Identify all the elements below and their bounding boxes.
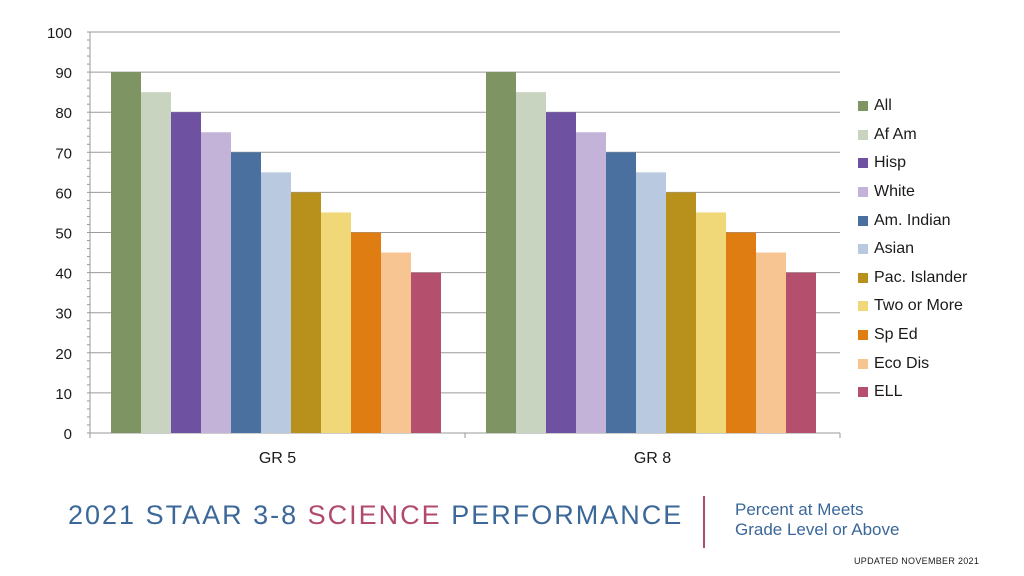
bar-hisp-gr-8	[546, 112, 576, 433]
bar-asian-gr-8	[636, 172, 666, 433]
y-tick-label: 100	[47, 25, 72, 42]
bar-pac-islander-gr-5	[291, 192, 321, 433]
legend-item: Eco Dis	[858, 349, 967, 378]
bar-eco-dis-gr-8	[756, 252, 786, 433]
bar-two-or-more-gr-8	[696, 212, 726, 433]
footer-title-part1: STAAR 3-8	[145, 500, 299, 530]
y-tick-label: 50	[55, 226, 72, 243]
bar-am-indian-gr-8	[606, 152, 636, 434]
y-tick-label: 20	[55, 346, 72, 363]
legend-label: Asian	[874, 240, 915, 258]
bar-asian-gr-5	[261, 172, 291, 433]
footer-title: 2021 STAAR 3-8 SCIENCE PERFORMANCE	[68, 500, 683, 531]
y-tick-label: 70	[55, 145, 72, 162]
bar-hisp-gr-5	[171, 112, 201, 433]
bar-af-am-gr-8	[516, 92, 546, 434]
y-tick-label: 90	[55, 65, 72, 82]
y-tick-label: 10	[55, 386, 72, 403]
legend-swatch	[858, 272, 868, 283]
footer-subtitle-line1: Percent at Meets	[735, 500, 864, 519]
y-tick-label: 60	[55, 185, 72, 202]
legend-label: White	[874, 183, 915, 201]
legend-item: Sp Ed	[858, 321, 967, 350]
bar-eco-dis-gr-5	[381, 252, 411, 433]
legend-swatch	[858, 244, 868, 255]
footer-title-part2: PERFORMANCE	[451, 500, 684, 530]
bar-white-gr-8	[576, 132, 606, 433]
bar-two-or-more-gr-5	[321, 212, 351, 433]
legend-swatch	[858, 301, 868, 312]
bar-am-indian-gr-5	[231, 152, 261, 434]
x-tick-label: GR 8	[634, 450, 671, 467]
y-tick-label: 80	[55, 105, 72, 122]
y-tick-label: 0	[64, 426, 72, 443]
legend-swatch	[858, 330, 868, 341]
legend-label: Sp Ed	[874, 326, 918, 344]
bar-all-gr-5	[111, 72, 141, 433]
legend-item: White	[858, 178, 967, 207]
legend-label: Am. Indian	[874, 211, 951, 229]
bar-sp-ed-gr-5	[351, 232, 381, 433]
legend-item: Two or More	[858, 292, 967, 321]
legend-swatch	[858, 358, 868, 369]
legend-swatch	[858, 129, 868, 140]
legend-swatch	[858, 158, 868, 169]
y-tick-label: 30	[55, 306, 72, 323]
footer-subtitle-line2: Grade Level or Above	[735, 520, 900, 539]
footer-subtitle: Percent at Meets Grade Level or Above	[735, 500, 899, 540]
legend-swatch	[858, 101, 868, 112]
legend-label: Pac. Islander	[874, 268, 968, 286]
legend-item: Pac. Islander	[858, 264, 967, 293]
legend-swatch	[858, 387, 868, 398]
legend-label: Hisp	[874, 154, 907, 172]
bar-chart: 0 10 20 30 40 50 60 70 80 90 100 GR 5 GR 8	[47, 25, 841, 467]
y-tick-label: 40	[55, 266, 72, 283]
bar-white-gr-5	[201, 132, 231, 433]
legend-label: Af Am	[874, 125, 917, 143]
legend-label: All	[874, 97, 892, 115]
legend-swatch	[858, 187, 868, 198]
legend-item: ELL	[858, 378, 967, 407]
chart-legend: All Af Am Hisp White Am. Indian Asian Pac. Isl…	[858, 92, 967, 407]
legend-item: Asian	[858, 235, 967, 264]
footer-divider	[703, 496, 705, 548]
legend-item: Am. Indian	[858, 206, 967, 235]
legend-label: Eco Dis	[874, 354, 930, 372]
legend-swatch	[858, 215, 868, 226]
legend-item: All	[858, 92, 967, 121]
bar-pac-islander-gr-8	[666, 192, 696, 433]
legend-item: Hisp	[858, 149, 967, 178]
bar-ell-gr-8	[786, 272, 816, 433]
updated-note: UPDATED NOVEMBER 2021	[854, 556, 980, 566]
x-tick-label: GR 5	[259, 450, 296, 467]
footer-title-year: 2021	[68, 500, 137, 530]
legend-item: Af Am	[858, 121, 967, 150]
bar-all-gr-8	[486, 72, 516, 433]
legend-label: ELL	[874, 383, 903, 401]
footer-title-accent: SCIENCE	[307, 500, 442, 530]
bar-af-am-gr-5	[141, 92, 171, 434]
bar-ell-gr-5	[411, 272, 441, 433]
legend-label: Two or More	[874, 297, 963, 315]
bar-sp-ed-gr-8	[726, 232, 756, 433]
